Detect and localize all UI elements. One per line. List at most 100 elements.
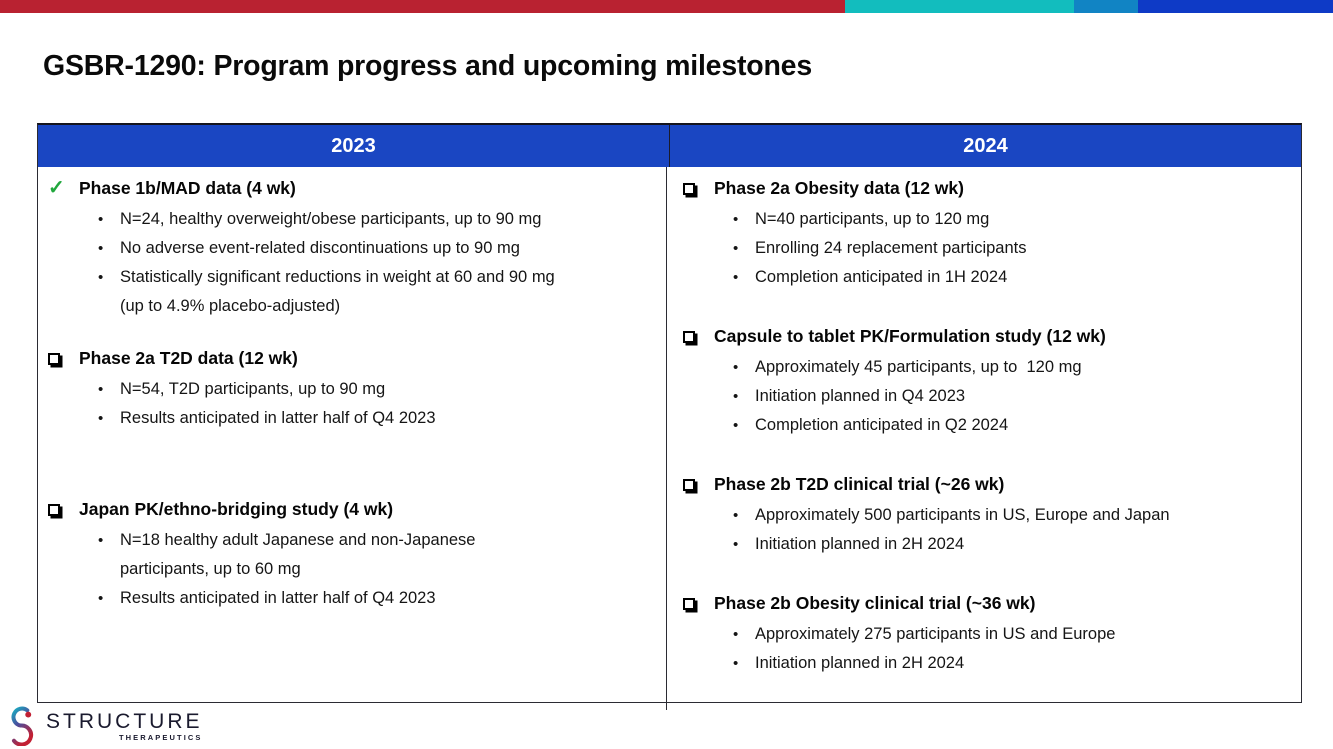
bullet-text: Completion anticipated in Q2 2024 bbox=[755, 416, 1009, 434]
bullet-item: • Completion anticipated in 1H 2024 bbox=[733, 263, 1291, 292]
logo-wordmark: STRUCTURE bbox=[46, 710, 203, 733]
section-heading: Phase 1b/MAD data (4 wk) bbox=[79, 178, 296, 198]
bullet-dot: • bbox=[733, 211, 739, 228]
bullet-text: Initiation planned in 2H 2024 bbox=[755, 654, 965, 672]
milestones-table: 2023 2024 ✓ Phase 1b/MAD data (4 wk) • N=24,… bbox=[37, 123, 1302, 710]
bullet-dot: • bbox=[733, 359, 739, 376]
section-heading-row: Phase 2b Obesity clinical trial (~36 wk) bbox=[683, 591, 1291, 615]
bullet-list: • N=40 participants, up to 120 mg • Enrolli… bbox=[683, 205, 1291, 292]
bullet-text: Approximately 275 participants in US and… bbox=[755, 625, 1116, 643]
bullet-item: • Completion anticipated in Q2 2024 bbox=[733, 411, 1291, 440]
bullet-list: • Approximately 500 participants in US, E… bbox=[683, 501, 1291, 559]
bullet-dot: • bbox=[98, 590, 104, 607]
company-logo: STRUCTURE THERAPEUTICS bbox=[6, 706, 203, 746]
check-glyph: ✓ bbox=[48, 177, 65, 199]
top-accent-bar bbox=[0, 0, 1333, 13]
bullet-item: • No adverse event-related discontinuatio… bbox=[98, 234, 656, 263]
empty-checkbox-glyph bbox=[48, 503, 60, 516]
bullet-dot: • bbox=[733, 655, 739, 672]
bullet-item: • Approximately 275 participants in US an… bbox=[733, 620, 1291, 649]
bullet-item: • N=24, healthy overweight/obese particip… bbox=[98, 205, 656, 234]
milestone-section: Japan PK/ethno-bridging study (4 wk) • N=1… bbox=[48, 497, 656, 613]
bullet-dot: • bbox=[733, 417, 739, 434]
table-column-2024: Phase 2a Obesity data (12 wk) • N=40 parti… bbox=[667, 167, 1301, 710]
milestone-section: Phase 2b T2D clinical trial (~26 wk) • App… bbox=[683, 472, 1291, 559]
empty-checkbox-glyph bbox=[48, 352, 60, 365]
bullet-item: • N=40 participants, up to 120 mg bbox=[733, 205, 1291, 234]
slide-title: GSBR-1290: Program progress and upcoming… bbox=[43, 50, 812, 82]
bullet-text: Approximately 45 participants, up to 120… bbox=[755, 358, 1082, 376]
section-heading-row: Japan PK/ethno-bridging study (4 wk) bbox=[48, 497, 656, 521]
milestone-section: ✓ Phase 1b/MAD data (4 wk) • N=24, healthy … bbox=[48, 176, 656, 321]
structure-logo-icon bbox=[11, 706, 34, 746]
checkmark-icon: ✓ bbox=[48, 176, 79, 200]
empty-checkbox-glyph bbox=[683, 478, 695, 491]
bullet-item: • Initiation planned in 2H 2024 bbox=[733, 530, 1291, 559]
column-header-2024: 2024 bbox=[670, 125, 1301, 167]
bullet-item: • Results anticipated in latter half of Q… bbox=[98, 584, 656, 613]
accent-segment-dark-blue bbox=[1138, 0, 1333, 13]
bullet-list: • Approximately 45 participants, up to 12… bbox=[683, 353, 1291, 440]
bullet-list: • N=54, T2D participants, up to 90 mg • Res… bbox=[48, 375, 656, 433]
table-column-2023: ✓ Phase 1b/MAD data (4 wk) • N=24, healthy … bbox=[38, 167, 667, 710]
bullet-text: Initiation planned in 2H 2024 bbox=[755, 535, 965, 553]
section-heading: Phase 2b T2D clinical trial (~26 wk) bbox=[714, 474, 1005, 494]
bullet-dot: • bbox=[733, 536, 739, 553]
column-header-2023: 2023 bbox=[38, 125, 670, 167]
section-heading: Japan PK/ethno-bridging study (4 wk) bbox=[79, 499, 394, 519]
bullet-dot: • bbox=[733, 388, 739, 405]
section-heading-row: Phase 2a Obesity data (12 wk) bbox=[683, 176, 1291, 200]
bullet-dot: • bbox=[733, 626, 739, 643]
bullet-item: • Approximately 500 participants in US, E… bbox=[733, 501, 1291, 530]
bullet-list: • Approximately 275 participants in US an… bbox=[683, 620, 1291, 678]
section-heading-row: Phase 2a T2D data (12 wk) bbox=[48, 346, 656, 370]
section-heading-row: Capsule to tablet PK/Formulation study (… bbox=[683, 324, 1291, 348]
table-body: ✓ Phase 1b/MAD data (4 wk) • N=24, healthy … bbox=[38, 167, 1301, 710]
bullet-item: • Approximately 45 participants, up to 12… bbox=[733, 353, 1291, 382]
milestone-section: Capsule to tablet PK/Formulation study (… bbox=[683, 324, 1291, 440]
bullet-item: • N=54, T2D participants, up to 90 mg bbox=[98, 375, 656, 404]
bullet-dot: • bbox=[733, 240, 739, 257]
bullet-text: Approximately 500 participants in US, Eu… bbox=[755, 506, 1170, 524]
logo-dot bbox=[25, 711, 32, 718]
checkbox-icon bbox=[683, 324, 714, 348]
bullet-text: No adverse event-related discontinuation… bbox=[120, 239, 520, 257]
accent-segment-crimson bbox=[0, 0, 845, 13]
bullet-text: N=40 participants, up to 120 mg bbox=[755, 210, 990, 228]
accent-segment-medium-blue bbox=[1074, 0, 1138, 13]
section-heading: Phase 2b Obesity clinical trial (~36 wk) bbox=[714, 593, 1036, 613]
logo-tagline: THERAPEUTICS bbox=[118, 733, 203, 742]
checkbox-icon bbox=[683, 176, 714, 200]
bullet-text: Initiation planned in Q4 2023 bbox=[755, 387, 966, 405]
bullet-text: Completion anticipated in 1H 2024 bbox=[755, 268, 1008, 286]
milestone-section: Phase 2a Obesity data (12 wk) • N=40 parti… bbox=[683, 176, 1291, 292]
logo-text: STRUCTURE THERAPEUTICS bbox=[46, 710, 203, 743]
bullet-item: • Initiation planned in Q4 2023 bbox=[733, 382, 1291, 411]
bullet-text: Statistically significant reductions in … bbox=[120, 268, 555, 315]
bullet-dot: • bbox=[98, 240, 104, 257]
section-heading-row: ✓ Phase 1b/MAD data (4 wk) bbox=[48, 176, 656, 200]
bullet-text: Results anticipated in latter half of Q4… bbox=[120, 589, 436, 607]
checkbox-icon bbox=[48, 497, 79, 521]
bullet-list: • N=18 healthy adult Japanese and non-Jap… bbox=[48, 526, 656, 613]
bullet-text: N=54, T2D participants, up to 90 mg bbox=[120, 380, 386, 398]
bullet-dot: • bbox=[98, 211, 104, 228]
empty-checkbox-glyph bbox=[683, 182, 695, 195]
checkbox-icon bbox=[683, 472, 714, 496]
accent-segment-teal bbox=[845, 0, 1074, 13]
bullet-dot: • bbox=[98, 532, 104, 549]
milestone-section: Phase 2b Obesity clinical trial (~36 wk)… bbox=[683, 591, 1291, 678]
bullet-dot: • bbox=[98, 269, 104, 286]
bullet-item: • N=18 healthy adult Japanese and non-Jap… bbox=[98, 526, 656, 584]
bullet-text: N=24, healthy overweight/obese participa… bbox=[120, 210, 542, 228]
bullet-item: • Enrolling 24 replacement participants bbox=[733, 234, 1291, 263]
empty-checkbox-glyph bbox=[683, 597, 695, 610]
bullet-item: • Statistically significant reductions in… bbox=[98, 263, 656, 321]
section-heading-row: Phase 2b T2D clinical trial (~26 wk) bbox=[683, 472, 1291, 496]
bullet-item: • Initiation planned in 2H 2024 bbox=[733, 649, 1291, 678]
empty-checkbox-glyph bbox=[683, 330, 695, 343]
bullet-item: • Results anticipated in latter half of Q… bbox=[98, 404, 656, 433]
checkbox-icon bbox=[683, 591, 714, 615]
bullet-dot: • bbox=[733, 269, 739, 286]
section-heading: Phase 2a Obesity data (12 wk) bbox=[714, 178, 964, 198]
